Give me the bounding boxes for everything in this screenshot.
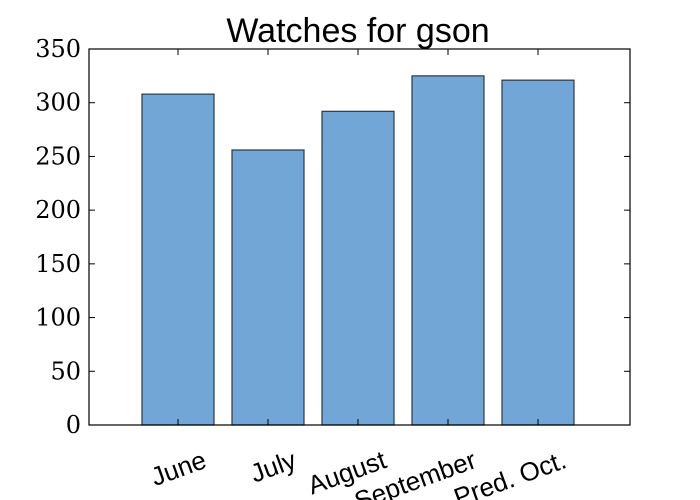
y-tick-label: 250: [35, 142, 81, 170]
chart-title: Watches for gson: [226, 12, 489, 50]
y-tick-label: 350: [35, 35, 81, 63]
y-tick-label: 0: [66, 411, 81, 439]
bar-september: [411, 75, 485, 426]
y-tick-label: 50: [50, 357, 81, 385]
bar-august: [321, 110, 395, 426]
x-tick-label: July: [246, 444, 300, 488]
y-axis-ticks: 0 50 100 150 200 250 300 350: [35, 35, 630, 439]
bar-pred-oct-: [501, 79, 575, 426]
y-tick-label: 150: [35, 250, 81, 278]
bars-group: [141, 75, 575, 426]
y-tick-label: 200: [35, 196, 81, 224]
y-tick-label: 300: [35, 89, 81, 117]
y-tick-label: 100: [35, 304, 81, 332]
bar-june: [141, 93, 215, 426]
x-tick-label: June: [147, 444, 210, 491]
bar-july: [231, 149, 305, 426]
plot-frame: [88, 48, 631, 426]
